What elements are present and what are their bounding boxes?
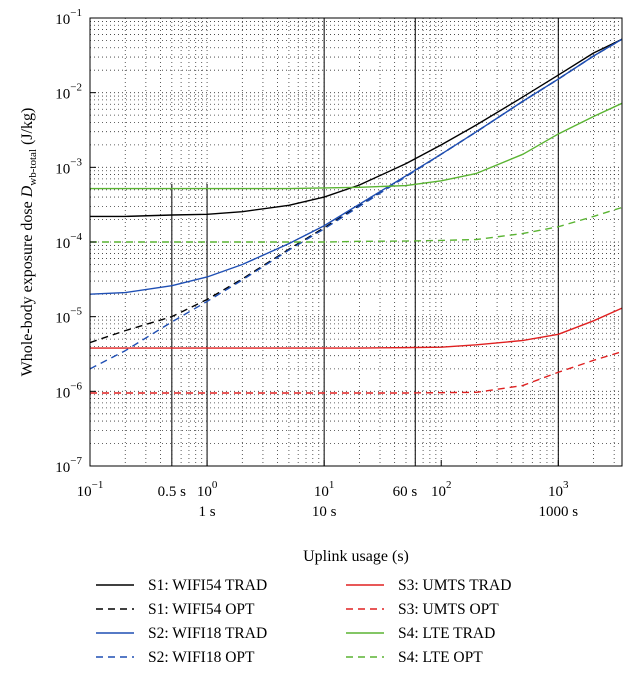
y-axis-label-prefix: Whole-body exposure dose: [19, 197, 36, 376]
y-tick-label: 10−3: [55, 156, 82, 177]
series-line: [90, 38, 622, 295]
y-axis-label-subscript: wb-total: [27, 149, 39, 186]
series-line: [90, 206, 622, 243]
legend-label: S1: WIFI54 OPT: [148, 601, 255, 618]
reference-line-label: 0.5 s: [158, 484, 187, 500]
y-tick-label: 10−6: [55, 380, 82, 401]
series-line: [90, 38, 622, 370]
x-tick-label: 10−1: [77, 479, 104, 500]
reference-line-label: 10 s: [312, 504, 337, 520]
y-axis-label-unit: (J/kg): [19, 108, 36, 149]
y-tick-label: 10−1: [55, 7, 82, 28]
x-tick-label: 101: [314, 479, 335, 500]
legend-label: S3: UMTS TRAD: [398, 577, 511, 594]
x-tick-label: 100: [197, 479, 218, 500]
series-line: [90, 38, 622, 344]
reference-lines: 0.5 s 1 s 10 s 60 s 1000 s: [158, 18, 579, 520]
y-axis-label-symbol: D: [19, 185, 36, 198]
reference-line-label: 1 s: [199, 504, 216, 520]
legend-label: S3: UMTS OPT: [398, 601, 499, 618]
series-line: [90, 350, 622, 394]
y-tick-label: 10−2: [55, 82, 82, 103]
y-axis-label: Whole-body exposure dose Dwb-total (J/kg…: [19, 108, 39, 377]
reference-line-label: 60 s: [393, 484, 418, 500]
legend-label: S4: LTE OPT: [398, 649, 483, 666]
legend-label: S2: WIFI18 TRAD: [148, 625, 267, 642]
legend: S1: WIFI54 TRAD S1: WIFI54 OPT S2: WIFI18 …: [96, 577, 511, 666]
series-line: [90, 38, 622, 218]
legend-label: S4: LTE TRAD: [398, 625, 495, 642]
series-line: [90, 102, 622, 190]
y-tick-label: 10−4: [55, 231, 82, 252]
legend-label: S2: WIFI18 OPT: [148, 649, 255, 666]
y-tick-label: 10−7: [55, 455, 82, 476]
y-tick-label: 10−5: [55, 306, 82, 327]
reference-line-label: 1000 s: [539, 504, 579, 520]
x-axis-label: Uplink usage (s): [303, 548, 409, 565]
x-tick-label: 102: [431, 479, 452, 500]
x-tick-label: 103: [548, 479, 569, 500]
axis-ticks: 10−1 100 101 102 103 10−7 10−6 10−5 10−4 10−3 10−2…: [55, 7, 569, 500]
legend-label: S1: WIFI54 TRAD: [148, 577, 267, 594]
series-line: [90, 307, 622, 349]
series-lines: [90, 38, 622, 394]
